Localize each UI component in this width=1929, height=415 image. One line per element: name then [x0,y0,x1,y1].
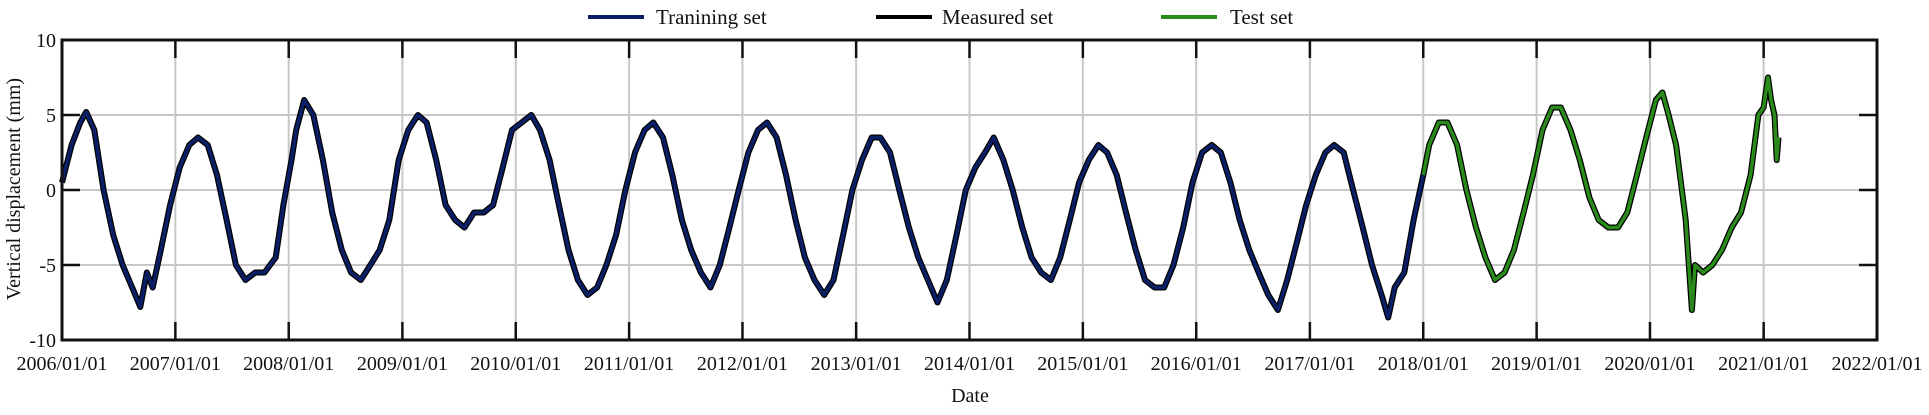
legend-label-measured: Measured set [942,5,1054,29]
x-tick-label: 2014/01/01 [924,353,1015,375]
measured-series-line [59,74,1782,321]
x-tick-label: 2018/01/01 [1378,353,1469,375]
legend-label-training: Tranining set [656,5,767,29]
x-tick-label: 2006/01/01 [16,353,107,375]
x-tick-label: 2016/01/01 [1151,353,1242,375]
x-tick-label: 2021/01/01 [1718,353,1809,375]
y-tick-label: -10 [29,330,56,352]
plot-frame [60,38,1879,342]
training-series-line [60,98,1426,320]
x-axis-label: Date [951,385,989,407]
test-series-line [1421,75,1781,312]
x-tick-label: 2010/01/01 [470,353,561,375]
axes: 2006/01/01 2007/01/01 2008/01/01 2009/01/01… [16,30,1922,375]
x-tick-label: 2019/01/01 [1491,353,1582,375]
x-tick-label: 2017/01/01 [1264,353,1355,375]
y-tick-label: 5 [46,105,56,127]
legend: Tranining set Measured set Test set [588,5,1293,29]
y-tick-label: 0 [46,180,56,202]
x-tick-label: 2012/01/01 [697,353,788,375]
x-tick-label: 2009/01/01 [357,353,448,375]
grid [62,40,1877,340]
legend-label-test: Test set [1230,5,1293,29]
x-tick-label: 2007/01/01 [130,353,221,375]
series-group [59,74,1782,321]
x-tick-label: 2020/01/01 [1604,353,1695,375]
x-tick-label: 2013/01/01 [811,353,902,375]
x-tick-label: 2008/01/01 [243,353,334,375]
x-tick-label: 2022/01/01 [1831,353,1922,375]
y-tick-label: 10 [36,30,56,52]
x-tick-label: 2015/01/01 [1037,353,1128,375]
y-tick-label: -5 [39,255,56,277]
y-axis-label: Vertical displacement (mm) [3,78,25,300]
x-tick-label: 2011/01/01 [584,353,674,375]
